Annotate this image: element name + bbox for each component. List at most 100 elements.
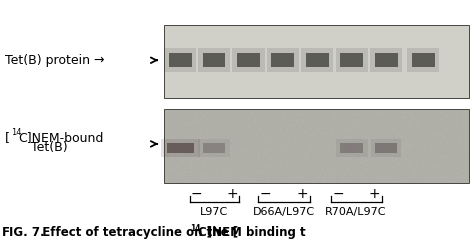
Point: [339, 169, 347, 173]
Point: [205, 122, 212, 126]
Point: [182, 159, 190, 163]
Point: [242, 137, 249, 141]
Point: [428, 111, 435, 115]
Point: [288, 169, 295, 173]
Point: [444, 155, 451, 159]
Point: [384, 121, 392, 124]
Point: [374, 132, 381, 136]
Point: [163, 159, 170, 163]
Point: [420, 171, 428, 175]
Point: [265, 156, 273, 160]
Point: [446, 154, 453, 158]
Point: [391, 155, 398, 159]
Point: [387, 164, 394, 168]
Point: [369, 163, 376, 167]
Point: [446, 153, 454, 157]
Point: [345, 176, 352, 180]
Point: [358, 150, 365, 154]
Point: [454, 121, 462, 125]
Point: [430, 165, 438, 169]
Point: [164, 156, 171, 160]
Point: [289, 130, 297, 134]
Point: [184, 141, 191, 145]
Point: [448, 154, 456, 157]
Point: [173, 158, 181, 162]
Point: [186, 174, 193, 178]
Point: [367, 155, 374, 159]
Point: [391, 150, 398, 154]
Point: [321, 132, 328, 136]
Point: [415, 118, 422, 122]
Point: [203, 119, 211, 123]
Point: [259, 146, 266, 150]
Point: [189, 143, 196, 147]
Point: [247, 119, 255, 123]
Point: [355, 109, 362, 113]
Point: [234, 118, 241, 122]
Text: [: [: [5, 131, 10, 144]
Point: [365, 142, 373, 146]
Point: [367, 146, 374, 150]
Point: [292, 157, 300, 161]
Point: [197, 141, 204, 145]
Point: [275, 131, 283, 135]
Point: [237, 110, 245, 114]
Point: [386, 138, 393, 142]
Point: [311, 127, 319, 131]
Point: [309, 159, 317, 163]
Point: [444, 111, 451, 115]
Point: [183, 162, 191, 166]
Point: [184, 119, 191, 123]
Point: [253, 178, 261, 182]
Point: [280, 130, 288, 134]
Point: [219, 160, 227, 164]
Point: [292, 115, 300, 119]
Point: [175, 130, 183, 134]
Point: [396, 117, 404, 121]
Point: [297, 175, 304, 179]
Point: [421, 124, 428, 128]
Point: [257, 151, 265, 155]
Point: [414, 171, 422, 175]
Point: [413, 167, 420, 171]
Point: [378, 115, 386, 119]
Point: [252, 161, 259, 165]
Point: [430, 160, 438, 164]
Point: [441, 131, 448, 135]
Point: [277, 130, 284, 134]
Point: [458, 124, 465, 128]
Point: [253, 173, 260, 177]
Point: [375, 150, 383, 154]
Point: [387, 132, 395, 136]
Point: [305, 160, 313, 164]
Point: [173, 161, 181, 165]
Point: [421, 140, 428, 144]
Point: [392, 112, 400, 116]
Point: [389, 149, 397, 153]
Point: [342, 175, 349, 179]
Point: [388, 156, 396, 160]
Point: [283, 175, 291, 179]
Point: [247, 154, 255, 158]
Point: [253, 132, 260, 136]
Point: [255, 124, 263, 128]
Point: [190, 175, 197, 179]
Point: [410, 135, 418, 139]
Point: [254, 141, 261, 145]
Point: [191, 153, 199, 157]
Point: [240, 122, 248, 126]
Point: [237, 172, 245, 176]
Point: [214, 139, 222, 143]
Point: [244, 164, 251, 168]
Point: [201, 116, 209, 120]
Point: [365, 178, 373, 182]
Point: [310, 174, 317, 178]
Point: [234, 116, 241, 120]
Point: [407, 167, 414, 170]
Point: [240, 158, 248, 162]
Point: [222, 140, 229, 144]
Point: [175, 170, 182, 174]
Point: [260, 139, 267, 143]
Point: [265, 145, 273, 149]
Point: [185, 170, 192, 174]
